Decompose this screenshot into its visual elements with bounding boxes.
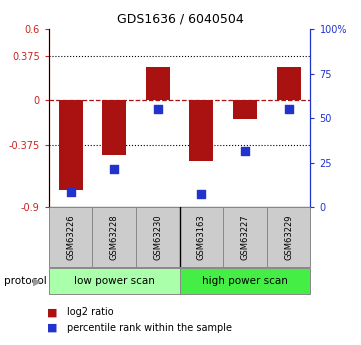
Bar — [92, 207, 136, 267]
Point — [111, 166, 117, 171]
Bar — [102, 100, 126, 155]
Bar — [190, 100, 213, 161]
Bar — [277, 67, 301, 100]
Bar — [179, 268, 310, 294]
Bar — [136, 207, 179, 267]
Text: GDS1636 / 6040504: GDS1636 / 6040504 — [117, 12, 244, 25]
Text: GSM63228: GSM63228 — [110, 214, 119, 260]
Point — [242, 148, 248, 154]
Bar — [179, 207, 223, 267]
Text: percentile rank within the sample: percentile rank within the sample — [67, 323, 232, 333]
Bar — [223, 207, 267, 267]
Text: low power scan: low power scan — [74, 276, 155, 286]
Text: log2 ratio: log2 ratio — [67, 307, 113, 317]
Text: GSM63229: GSM63229 — [284, 215, 293, 260]
Text: GSM63230: GSM63230 — [153, 214, 162, 260]
Point — [68, 189, 73, 195]
Point — [155, 107, 161, 112]
Text: GSM63163: GSM63163 — [197, 214, 206, 260]
Text: ■: ■ — [47, 323, 57, 333]
Bar — [49, 268, 179, 294]
Bar — [58, 100, 83, 190]
Text: GSM63227: GSM63227 — [240, 214, 249, 260]
Text: GSM63226: GSM63226 — [66, 214, 75, 260]
Point — [286, 107, 292, 112]
Bar — [267, 207, 310, 267]
Text: high power scan: high power scan — [202, 276, 288, 286]
Bar — [233, 100, 257, 119]
Text: protocol: protocol — [4, 276, 46, 286]
Text: ▶: ▶ — [33, 276, 42, 286]
Point — [199, 191, 204, 196]
Bar — [49, 207, 92, 267]
Bar — [146, 67, 170, 100]
Text: ■: ■ — [47, 307, 57, 317]
